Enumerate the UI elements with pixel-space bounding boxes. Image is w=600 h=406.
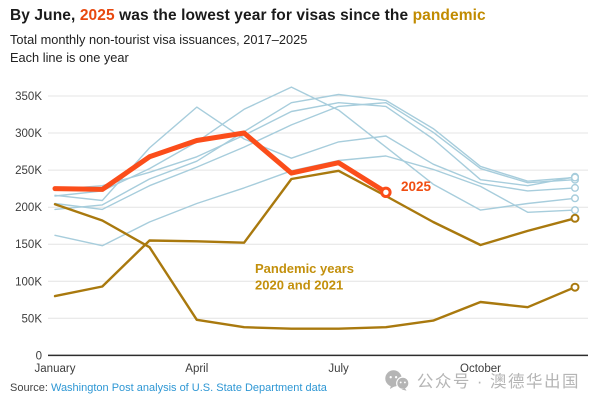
title-pandemic-highlight: pandemic (412, 7, 486, 24)
series-line-2017 (54, 106, 576, 202)
annotation-2025: 2025 (401, 179, 432, 194)
source-link[interactable]: Washington Post analysis of U.S. State D… (50, 382, 327, 394)
series-line-2023 (54, 93, 576, 211)
y-tick-label: 300K (15, 128, 42, 140)
y-tick-label: 50K (22, 313, 43, 325)
series-line-2019 (54, 101, 576, 211)
series-line-2020 (53, 202, 577, 330)
title-prefix: By June, (10, 7, 80, 24)
y-tick-label: 0 (36, 350, 42, 362)
watermark-text: 公众号 · 澳德华出国 (416, 373, 580, 391)
y-tick-label: 150K (15, 239, 42, 251)
y-tick-label: 100K (15, 276, 42, 288)
series-endpoint-2020 (570, 282, 580, 292)
source-label: Source: (10, 382, 51, 394)
title-middle: was the lowest year for visas since the (114, 7, 413, 24)
wechat-icon (385, 369, 410, 391)
series-endpoint-2022 (571, 206, 580, 215)
series-endpoint-2025 (380, 186, 392, 199)
series-endpoint-2021 (570, 213, 580, 223)
source-line: Source: Washington Post analysis of U.S.… (10, 382, 327, 394)
chart-subtitle: Total monthly non-tourist visa issuances… (10, 32, 308, 47)
x-tick-label: April (185, 363, 208, 375)
series-line-2024 (54, 86, 576, 211)
series-endpoint-2024 (571, 194, 580, 203)
annotation-pandemic-years: 2020 and 2021 (255, 278, 343, 293)
x-tick-label: July (328, 363, 349, 375)
series-line-2018 (54, 101, 576, 191)
y-tick-label: 250K (15, 165, 42, 177)
page-title: By June, 2025 was the lowest year for vi… (10, 7, 486, 25)
series-endpoint-2023 (571, 173, 580, 182)
x-tick-label: January (35, 363, 76, 375)
chart-subtitle-line2: Each line is one year (10, 50, 129, 65)
x-tick-label: October (460, 363, 501, 375)
series-endpoint-2017 (571, 183, 580, 192)
y-tick-label: 350K (15, 91, 42, 103)
series-line-2021 (53, 169, 577, 298)
watermark: 公众号 · 澳德华出国 (384, 368, 580, 392)
annotation-pandemic-years: Pandemic years (255, 261, 354, 276)
series-line-2025 (52, 130, 389, 195)
y-tick-label: 200K (15, 202, 42, 214)
title-year-highlight: 2025 (79, 7, 115, 24)
